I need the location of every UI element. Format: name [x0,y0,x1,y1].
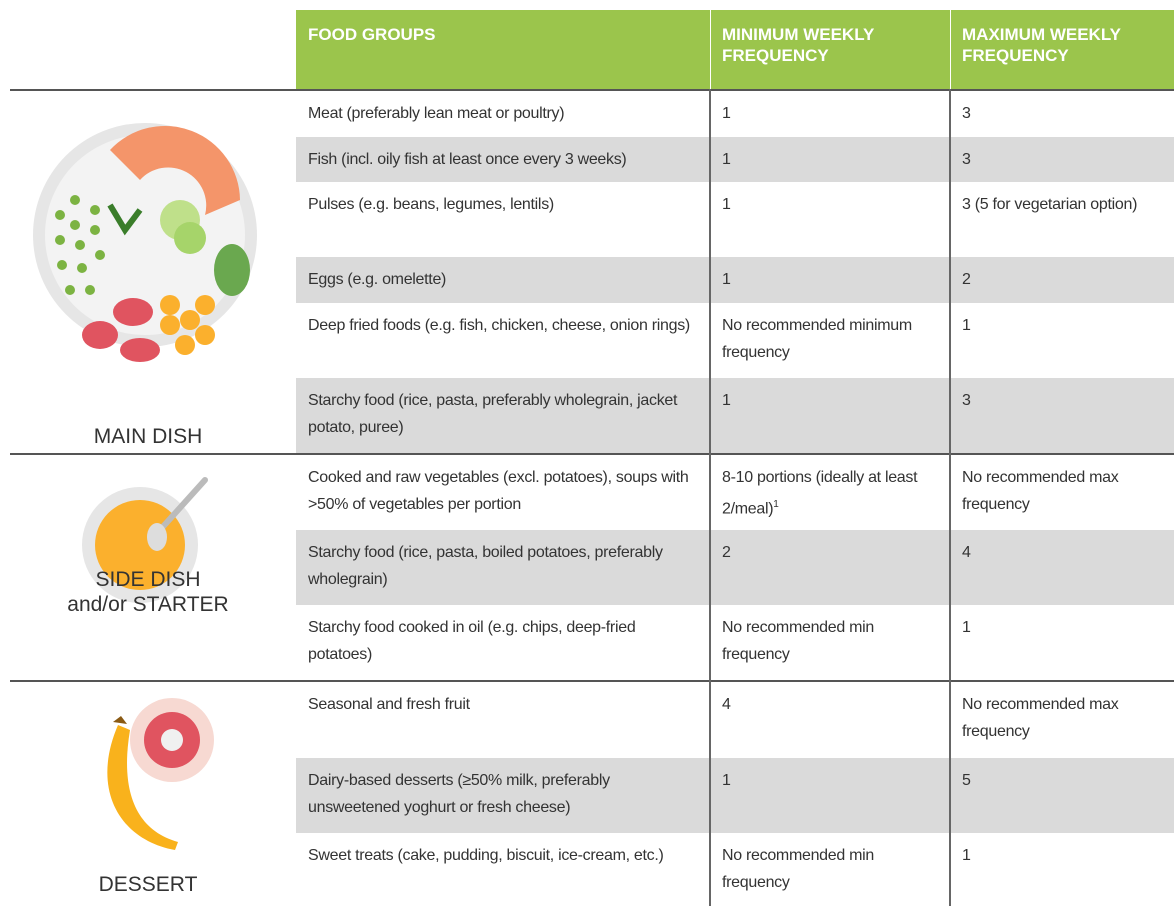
header-cell: FOOD GROUPS [308,25,436,44]
header-band [296,10,1174,89]
illustrations [33,123,257,850]
min-cell: 4 [722,696,731,713]
max-cell: 2 [962,271,971,288]
header-cell: MAXIMUM WEEKLY FREQUENCY [962,25,1121,65]
max-cell: 1 [962,317,971,334]
food-cell: Dairy-based desserts (≥50% milk, prefera… [308,772,610,816]
food-cell: Cooked and raw vegetables (excl. potatoe… [308,469,689,513]
food-cell: Pulses (e.g. beans, legumes, lentils) [308,196,554,213]
section-divider [10,89,1174,91]
max-cell: 1 [962,619,971,636]
max-cell: No recommended max frequency [962,696,1119,740]
section-label: MAIN DISH [93,425,203,448]
food-cell: Starchy food (rice, pasta, boiled potato… [308,544,663,588]
plate-illustration [33,123,257,362]
dessert-illustration [107,698,214,850]
food-cell: Starchy food (rice, pasta, preferably wh… [308,392,678,436]
food-cell: Deep fried foods (e.g. fish, chicken, ch… [308,317,690,334]
food-cell: Meat (preferably lean meat or poultry) [308,105,565,122]
row-shade [296,378,1174,454]
max-cell: 3 [962,392,971,409]
row-shade [296,530,1174,605]
min-cell: 1 [722,772,731,789]
row-shade [296,758,1174,833]
max-cell: 3 [962,105,971,122]
column-divider [709,89,711,906]
min-cell: No recommended min frequency [722,847,874,891]
min-cell: 1 [722,151,731,168]
food-cell: Sweet treats (cake, pudding, biscuit, ic… [308,847,664,864]
max-cell: No recommended max frequency [962,469,1119,513]
header-cell: MINIMUM WEEKLY FREQUENCY [722,25,875,65]
food-cell: Seasonal and fresh fruit [308,696,470,713]
min-cell: 1 [722,196,731,213]
min-cell: No recommended minimum frequency [722,317,912,361]
row-shade [296,137,1174,182]
min-cell: No recommended min frequency [722,619,874,663]
min-cell: 8-10 portions (ideally at least 2/meal)1 [722,469,918,518]
section-label: DESSERT [98,873,198,896]
section-divider [10,680,1174,682]
min-cell: 2 [722,544,731,561]
header-divider [950,10,951,89]
food-cell: Fish (incl. oily fish at least once ever… [308,151,627,168]
bowl-illustration [82,477,208,603]
max-cell: 4 [962,544,971,561]
min-cell: 1 [722,105,731,122]
section-label: and/or STARTER [67,593,229,616]
max-cell: 3 (5 for vegetarian option) [962,196,1138,213]
max-cell: 1 [962,847,971,864]
section-label: SIDE DISH [95,568,201,591]
column-divider [949,89,951,906]
max-cell: 3 [962,151,971,168]
food-cell: Eggs (e.g. omelette) [308,271,447,288]
food-cell: Starchy food cooked in oil (e.g. chips, … [308,619,636,663]
min-cell: 1 [722,271,731,288]
max-cell: 5 [962,772,971,789]
min-cell: 1 [722,392,731,409]
section-divider [10,453,1174,455]
row-shade [296,257,1174,303]
footnote-mark: 1 [773,499,779,510]
header-divider [710,10,711,89]
